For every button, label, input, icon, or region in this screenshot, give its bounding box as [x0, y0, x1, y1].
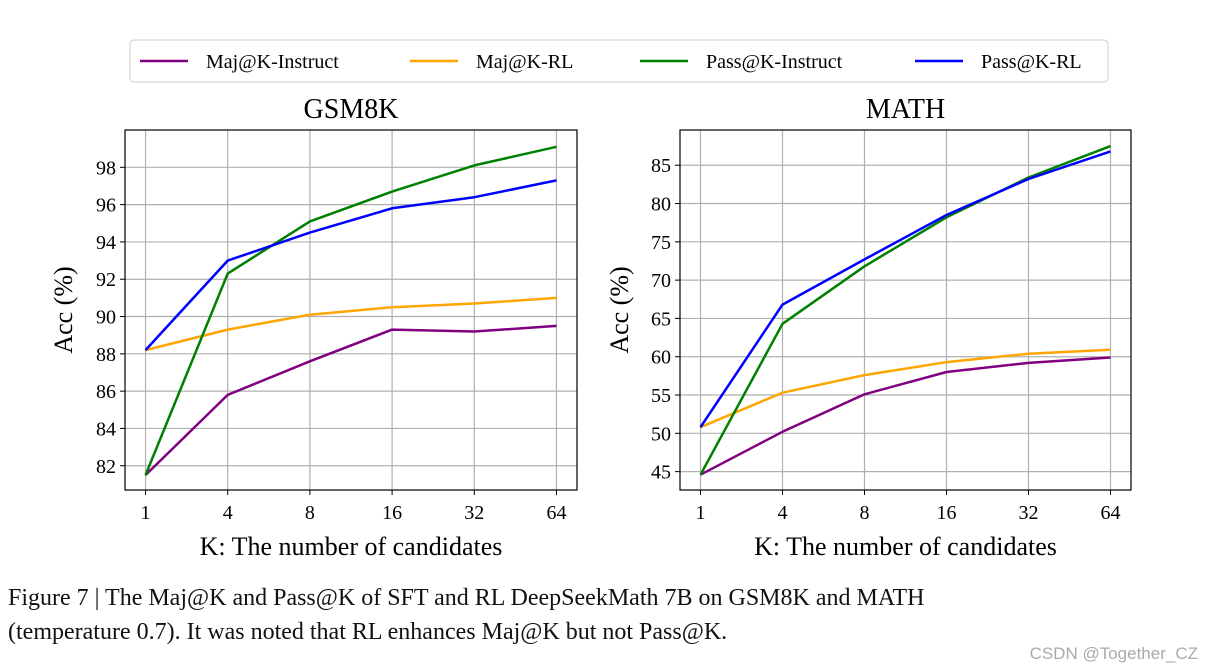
chart-title: MATH: [866, 94, 945, 125]
figure: Maj@K-Instruct Maj@K-RL Pass@K-Instruct Pas…: [49, 39, 1132, 561]
legend-label: Maj@K-RL: [476, 51, 573, 73]
y-tick-label: 92: [96, 269, 116, 291]
y-tick-label: 85: [651, 155, 671, 177]
legend-item: Pass@K-Instruct: [640, 51, 843, 73]
legend-frame: [129, 39, 1109, 83]
legend-label: Pass@K-RL: [981, 51, 1082, 73]
watermark: CSDN @Together_CZ: [1029, 644, 1198, 663]
x-tick-label: 4: [778, 502, 788, 524]
chart-panel-math: 1 4 8 16 32 64 45 50 55 60 65 70 75 80 85 MATH K: The nu…: [605, 94, 1132, 561]
x-tick-label: 8: [305, 502, 315, 524]
x-tick-label: 16: [937, 502, 957, 524]
y-tick-label: 75: [651, 232, 671, 254]
x-tick-label: 32: [1019, 502, 1039, 524]
figure-caption: Figure 7 | The Maj@K and Pass@K of SFT a…: [8, 581, 1198, 649]
y-tick-label: 55: [651, 385, 671, 407]
caption-line-2: (temperature 0.7). It was noted that RL …: [8, 619, 728, 645]
series-line-maj-at-k-instruct: [699, 356, 1111, 476]
y-tick-label: 86: [96, 381, 116, 403]
series-line-maj-at-k-rl: [145, 296, 557, 352]
x-tick-label: 16: [382, 502, 402, 524]
x-axis-label: K: The number of candidates: [754, 532, 1057, 561]
legend-item: Maj@K-Instruct: [140, 51, 339, 73]
legend-label: Pass@K-Instruct: [706, 51, 843, 73]
y-tick-label: 96: [96, 195, 116, 217]
plot-frame: [124, 129, 578, 491]
series-line-maj-at-k-rl: [700, 348, 1111, 429]
x-axis-label: K: The number of candidates: [200, 532, 503, 561]
y-tick-label: 70: [651, 270, 671, 292]
x-tick-label: 1: [696, 502, 706, 524]
legend-label: Maj@K-Instruct: [206, 51, 339, 73]
x-tick-label: 64: [1101, 502, 1121, 524]
y-tick-label: 90: [96, 307, 116, 329]
chart-panel-gsm8k: 1 4 8 16 32 64 82 84 86 88 90 92 94 96 98 GSM8K K: The n…: [49, 94, 578, 561]
y-tick-label: 45: [651, 462, 671, 484]
y-axis-label: Acc (%): [605, 266, 634, 353]
series-line-pass-at-k-instruct: [699, 144, 1111, 476]
legend-item: Maj@K-RL: [410, 51, 573, 73]
chart-title: GSM8K: [304, 94, 399, 125]
x-tick-label: 1: [141, 502, 151, 524]
x-tick-label: 4: [223, 502, 233, 524]
y-tick-label: 82: [96, 456, 116, 478]
x-tick-label: 8: [860, 502, 870, 524]
x-tick-label: 64: [546, 502, 566, 524]
plot-frame: [679, 129, 1132, 491]
series-line-pass-at-k-instruct: [144, 145, 557, 476]
y-tick-label: 94: [96, 232, 116, 254]
y-tick-label: 65: [651, 308, 671, 330]
y-tick-label: 88: [96, 344, 116, 366]
legend-item: Pass@K-RL: [915, 51, 1082, 73]
y-tick-label: 60: [651, 347, 671, 369]
y-axis-label: Acc (%): [49, 266, 78, 353]
y-tick-label: 80: [651, 194, 671, 216]
series-line-pass-at-k-rl: [144, 179, 557, 351]
y-tick-label: 98: [96, 157, 116, 179]
legend: Maj@K-Instruct Maj@K-RL Pass@K-Instruct Pas…: [129, 39, 1109, 83]
y-tick-label: 50: [651, 423, 671, 445]
y-tick-label: 84: [96, 418, 116, 440]
series-line-maj-at-k-instruct: [144, 324, 557, 476]
series-line-pass-at-k-rl: [699, 150, 1111, 428]
caption-line-1: Figure 7 | The Maj@K and Pass@K of SFT a…: [8, 585, 925, 611]
x-tick-label: 32: [464, 502, 484, 524]
